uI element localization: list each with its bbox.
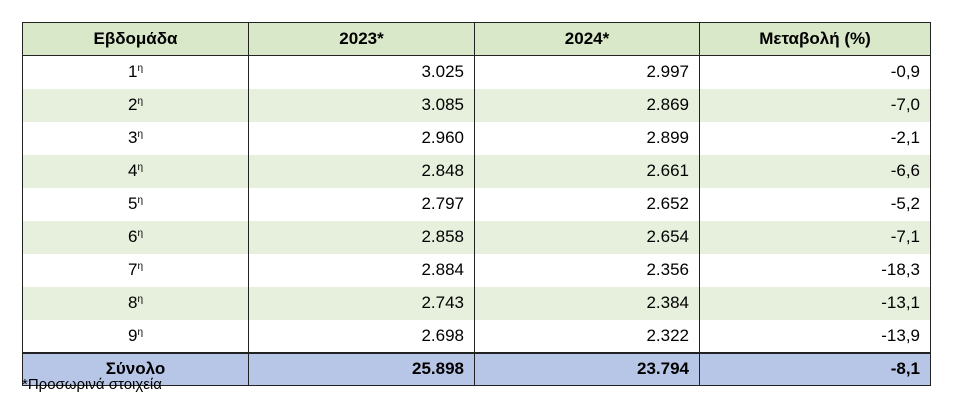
change-cell: -6,6	[699, 154, 931, 188]
total-2024: 23.794	[474, 351, 700, 386]
change-cell: -7,1	[699, 220, 931, 254]
header-2023: 2023*	[248, 22, 475, 56]
table-body: 1η 3.025 2.997 -0,9 2η 3.085 2.869 -7,0 3η 2.960 2…	[22, 55, 931, 353]
value-2024-cell: 2.322	[474, 319, 700, 353]
value-2024-cell: 2.652	[474, 187, 700, 221]
table-row: 7η 2.884 2.356 -18,3	[22, 253, 931, 287]
week-number: 1	[127, 62, 138, 82]
change-cell: -18,3	[699, 253, 931, 287]
table-row: 1η 3.025 2.997 -0,9	[22, 55, 931, 89]
table-row: 5η 2.797 2.652 -5,2	[22, 187, 931, 221]
change-cell: -5,2	[699, 187, 931, 221]
week-cell: 8η	[22, 286, 249, 320]
week-number: 7	[127, 260, 138, 279]
table-row: 4η 2.848 2.661 -6,6	[22, 154, 931, 188]
value-2024-cell: 2.899	[474, 121, 700, 155]
value-2024-cell: 2.869	[474, 88, 700, 122]
table-footer: Σύνολο 25.898 23.794 -8,1	[22, 351, 931, 386]
value-2024-cell: 2.654	[474, 220, 700, 254]
value-2024-cell: 2.384	[474, 286, 700, 320]
change-cell: -13,1	[699, 286, 931, 320]
header-row: Εβδομάδα 2023* 2024* Μεταβολή (%)	[22, 22, 931, 56]
table-row: 6η 2.858 2.654 -7,1	[22, 220, 931, 254]
total-2023: 25.898	[248, 351, 475, 386]
week-number: 5	[127, 194, 138, 213]
week-number: 9	[127, 325, 138, 345]
total-change: -8,1	[699, 351, 931, 386]
week-ordinal-suffix: η	[137, 195, 144, 206]
weekly-data-table: Εβδομάδα 2023* 2024* Μεταβολή (%) 1η 3.02…	[22, 22, 931, 386]
total-label: Σύνολο	[22, 351, 249, 386]
change-cell: -13,9	[699, 319, 931, 353]
week-cell: 1η	[22, 55, 249, 89]
week-ordinal-suffix: η	[137, 129, 144, 140]
week-ordinal-suffix: η	[137, 228, 144, 239]
week-ordinal-suffix: η	[137, 261, 144, 272]
week-ordinal-suffix: η	[137, 63, 144, 75]
value-2023-cell: 2.698	[248, 319, 475, 353]
change-cell: -2,1	[699, 121, 931, 155]
footnote: *Προσωρινά στοιχεία	[22, 376, 162, 393]
change-cell: -7,0	[699, 88, 931, 122]
value-2024-cell: 2.661	[474, 154, 700, 188]
header-2024: 2024*	[474, 22, 700, 56]
table-row: 9η 2.698 2.322 -13,9	[22, 319, 931, 353]
week-number: 8	[127, 293, 138, 312]
table-header: Εβδομάδα 2023* 2024* Μεταβολή (%)	[22, 22, 931, 56]
value-2023-cell: 3.025	[248, 55, 475, 89]
week-cell: 9η	[22, 319, 249, 353]
value-2023-cell: 3.085	[248, 88, 475, 122]
value-2023-cell: 2.848	[248, 154, 475, 188]
week-number: 2	[127, 95, 138, 114]
value-2024-cell: 2.356	[474, 253, 700, 287]
header-week: Εβδομάδα	[22, 22, 249, 56]
week-ordinal-suffix: η	[137, 162, 144, 173]
week-cell: 4η	[22, 154, 249, 188]
week-ordinal-suffix: η	[137, 96, 144, 107]
week-cell: 2η	[22, 88, 249, 122]
table-row: 8η 2.743 2.384 -13,1	[22, 286, 931, 320]
value-2023-cell: 2.884	[248, 253, 475, 287]
value-2023-cell: 2.960	[248, 121, 475, 155]
week-ordinal-suffix: η	[137, 294, 144, 305]
value-2023-cell: 2.743	[248, 286, 475, 320]
week-number: 6	[127, 227, 138, 246]
total-row: Σύνολο 25.898 23.794 -8,1	[22, 351, 931, 386]
week-number: 4	[127, 161, 138, 180]
change-cell: -0,9	[699, 55, 931, 89]
week-cell: 5η	[22, 187, 249, 221]
value-2024-cell: 2.997	[474, 55, 700, 89]
table-row: 3η 2.960 2.899 -2,1	[22, 121, 931, 155]
week-number: 3	[127, 128, 138, 147]
week-cell: 3η	[22, 121, 249, 155]
header-change: Μεταβολή (%)	[699, 22, 931, 56]
week-cell: 6η	[22, 220, 249, 254]
value-2023-cell: 2.797	[248, 187, 475, 221]
week-ordinal-suffix: η	[137, 326, 144, 338]
week-cell: 7η	[22, 253, 249, 287]
value-2023-cell: 2.858	[248, 220, 475, 254]
table-row: 2η 3.085 2.869 -7,0	[22, 88, 931, 122]
